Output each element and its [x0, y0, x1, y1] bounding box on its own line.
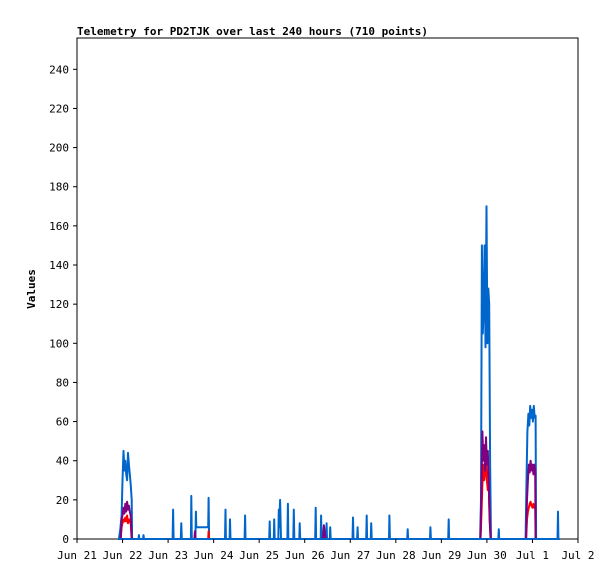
x-tick-label: Jun 23 — [148, 549, 188, 562]
y-tick-label: 160 — [49, 220, 69, 233]
x-tick-label: Jul 2 — [561, 549, 594, 562]
x-tick-label: Jun 24 — [194, 549, 234, 562]
series-layer — [117, 205, 560, 540]
series-line-2 — [119, 459, 537, 540]
y-tick-label: 20 — [56, 494, 69, 507]
series-line-1 — [117, 205, 560, 540]
y-axis-label: Values — [25, 269, 38, 309]
y-tick-label: 100 — [49, 337, 69, 350]
y-tick-label: 80 — [56, 376, 69, 389]
y-tick-label: 120 — [49, 298, 69, 311]
y-tick-label: 200 — [49, 142, 69, 155]
y-tick-label: 180 — [49, 181, 69, 194]
y-axis: 0 20 40 60 80 100 120 140 160 180 200 220 240 — [49, 63, 77, 546]
plot-area — [76, 37, 579, 540]
x-axis: Jun 21 Jun 22 Jun 23 Jun 24 Jun 25 Jun 26 Jun … — [57, 539, 595, 562]
y-tick-label: 240 — [49, 63, 69, 76]
y-tick-label: 140 — [49, 259, 69, 272]
x-tick-label: Jun 27 — [330, 549, 370, 562]
y-tick-label: 60 — [56, 416, 69, 429]
x-tick-label: Jun 26 — [285, 549, 325, 562]
x-tick-label: Jun 21 — [57, 549, 97, 562]
x-tick-label: Jun 30 — [467, 549, 507, 562]
x-tick-label: Jun 25 — [239, 549, 279, 562]
y-tick-label: 220 — [49, 102, 69, 115]
series-line-3 — [119, 430, 537, 540]
x-tick-label: Jun 29 — [421, 549, 461, 562]
x-tick-label: Jun 28 — [376, 549, 416, 562]
y-tick-label: 40 — [56, 455, 69, 468]
chart-title: Telemetry for PD2TJK over last 240 hours… — [77, 25, 428, 38]
y-tick-label: 0 — [62, 533, 69, 546]
x-tick-label: Jun 22 — [103, 549, 143, 562]
x-tick-label: Jul 1 — [516, 549, 549, 562]
